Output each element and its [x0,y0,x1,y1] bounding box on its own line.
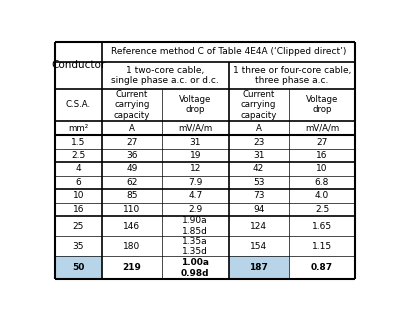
Text: Current
carrying
capacity: Current carrying capacity [240,90,277,120]
Text: 36: 36 [126,151,138,160]
Bar [55,256,102,279]
Text: 35: 35 [72,242,84,251]
Text: 85: 85 [126,191,138,200]
Text: 4.7: 4.7 [188,191,202,200]
Text: 1.15: 1.15 [312,242,332,251]
Text: 110: 110 [123,205,140,214]
Text: 50: 50 [72,263,84,272]
Text: 124: 124 [250,222,267,231]
Text: 23: 23 [253,138,264,147]
Text: Conductor: Conductor [51,60,105,70]
Text: mV/A/m: mV/A/m [178,124,212,133]
Text: 49: 49 [126,164,138,174]
Text: 2.9: 2.9 [188,205,202,214]
Text: 4.0: 4.0 [315,191,329,200]
Text: 6: 6 [75,178,81,187]
Text: Voltage
drop: Voltage drop [179,95,212,114]
Text: 2.5: 2.5 [315,205,329,214]
Text: 154: 154 [250,242,267,251]
Text: 1 two-core cable,
single phase a.c. or d.c.: 1 two-core cable, single phase a.c. or d… [111,66,219,85]
Text: 62: 62 [126,178,138,187]
Text: 1.35a
1.35d: 1.35a 1.35d [182,237,208,256]
Text: 1.5: 1.5 [71,138,86,147]
Text: Voltage
drop: Voltage drop [306,95,338,114]
Text: 219: 219 [122,263,141,272]
Text: 16: 16 [72,205,84,214]
Text: 27: 27 [316,138,328,147]
Text: 0.87: 0.87 [311,263,333,272]
Text: 7.9: 7.9 [188,178,202,187]
Text: A: A [129,124,135,133]
Text: Current
carrying
capacity: Current carrying capacity [114,90,150,120]
Text: C.S.A.: C.S.A. [66,100,91,109]
Text: 53: 53 [253,178,264,187]
Text: A: A [256,124,262,133]
Text: 146: 146 [123,222,140,231]
Text: 31: 31 [190,138,201,147]
Text: 187: 187 [249,263,268,272]
Text: 27: 27 [126,138,138,147]
Text: mm²: mm² [68,124,88,133]
Text: 6.8: 6.8 [315,178,329,187]
Text: 4: 4 [76,164,81,174]
Text: 94: 94 [253,205,264,214]
Text: mV/A/m: mV/A/m [305,124,339,133]
Text: 19: 19 [190,151,201,160]
Text: 25: 25 [72,222,84,231]
Text: 31: 31 [253,151,264,160]
Text: Reference method C of Table 4E4A (‘Clipped direct’): Reference method C of Table 4E4A (‘Clipp… [111,47,346,56]
Text: 10: 10 [316,164,328,174]
Text: 1.00a
0.98d: 1.00a 0.98d [181,258,210,278]
Text: 42: 42 [253,164,264,174]
Text: 73: 73 [253,191,264,200]
Text: 180: 180 [123,242,140,251]
Text: 1.65: 1.65 [312,222,332,231]
Text: 12: 12 [190,164,201,174]
Bar [228,256,289,279]
Text: 16: 16 [316,151,328,160]
Text: 1.90a
1.85d: 1.90a 1.85d [182,217,208,236]
Text: 10: 10 [72,191,84,200]
Text: 2.5: 2.5 [71,151,85,160]
Text: 1 three or four-core cable,
three phase a.c.: 1 three or four-core cable, three phase … [233,66,351,85]
